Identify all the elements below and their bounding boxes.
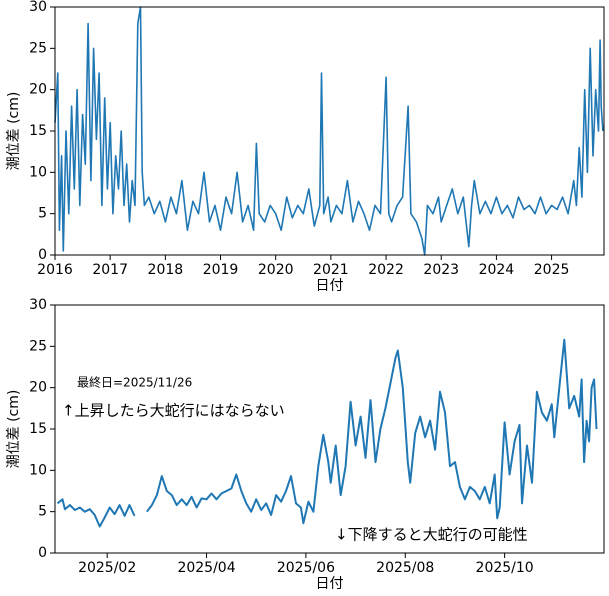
x-tick-label: 2019: [203, 262, 239, 278]
y-tick-label: 30: [29, 0, 47, 15]
x-tick-label: 2022: [368, 262, 404, 278]
x-tick-label: 2017: [92, 262, 128, 278]
x-tick-label: 2018: [148, 262, 184, 278]
x-tick-label: 2024: [479, 262, 515, 278]
x-axis-label: 日付: [316, 278, 344, 294]
data-line: [56, 338, 598, 528]
y-tick-label: 0: [38, 545, 47, 561]
annotation: ↓下降すると大蛇行の可能性: [335, 526, 528, 544]
y-tick-label: 20: [29, 380, 47, 396]
x-axis-label: 日付: [316, 576, 344, 592]
y-tick-label: 20: [29, 82, 47, 98]
y-axis-label: 潮位差 (cm): [6, 390, 22, 469]
y-tick-label: 15: [29, 421, 47, 437]
y-tick-label: 10: [29, 462, 47, 478]
x-tick-label: 2025: [534, 262, 570, 278]
y-tick-label: 10: [29, 164, 47, 180]
y-tick-label: 5: [38, 206, 47, 222]
x-tick-label: 2016: [37, 262, 73, 278]
y-tick-label: 15: [29, 123, 47, 139]
plot-frame: [54, 304, 605, 554]
x-tick-label: 2025/06: [277, 560, 335, 576]
x-tick-label: 2025/08: [376, 560, 434, 576]
x-tick-label: 2021: [313, 262, 349, 278]
data-line: [54, 6, 604, 256]
x-tick-label: 2025/02: [78, 560, 136, 576]
annotation: 最終日=2025/11/26: [77, 375, 192, 390]
x-tick-label: 2023: [423, 262, 459, 278]
annotation: ↑上昇したら大蛇行にはならない: [62, 402, 285, 420]
y-tick-label: 25: [29, 338, 47, 354]
x-tick-label: 2020: [258, 262, 294, 278]
y-tick-label: 0: [38, 247, 47, 263]
y-axis-label: 潮位差 (cm): [6, 92, 22, 171]
x-tick-label: 2025/04: [177, 560, 235, 576]
y-tick-label: 5: [38, 504, 47, 520]
x-tick-label: 2025/10: [476, 560, 534, 576]
y-tick-label: 30: [29, 297, 47, 313]
y-tick-label: 25: [29, 40, 47, 56]
